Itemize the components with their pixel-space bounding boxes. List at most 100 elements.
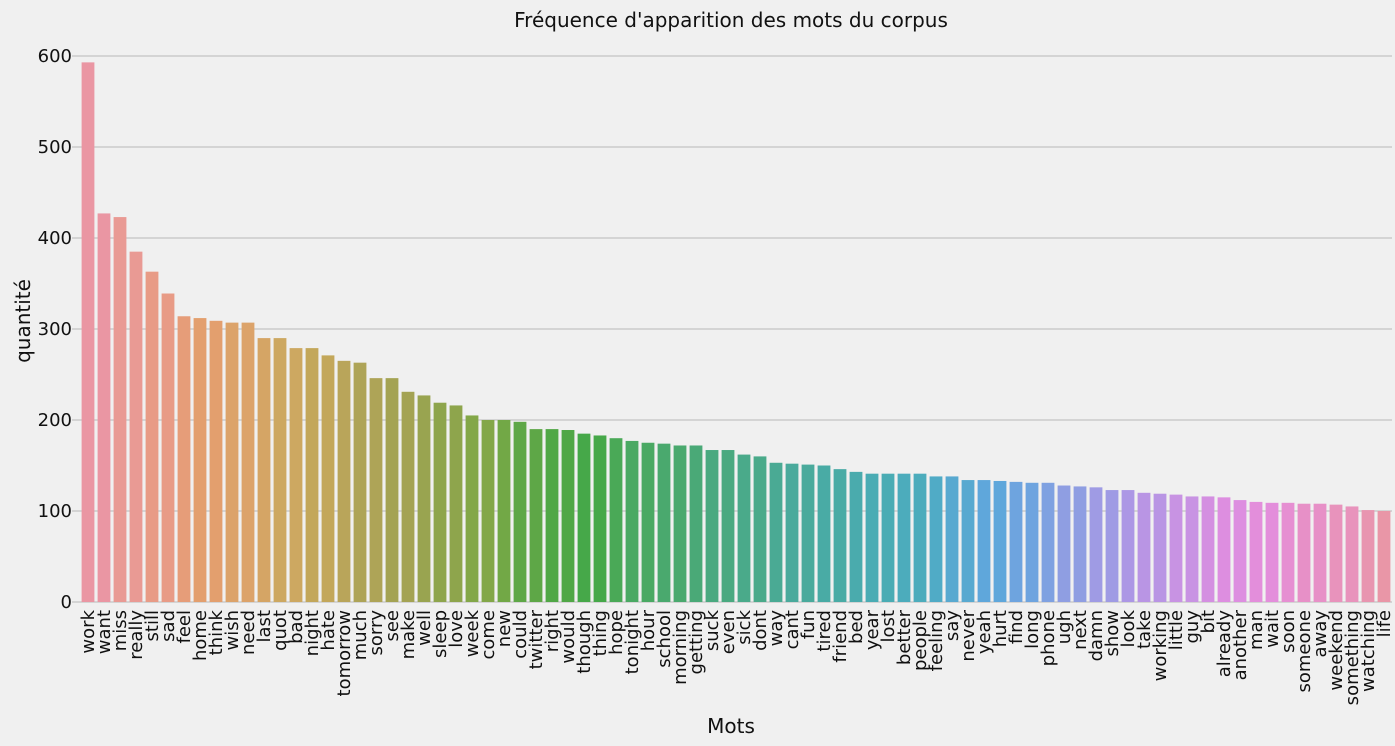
bar-wish xyxy=(225,322,239,602)
x-tick-label: little xyxy=(1166,610,1187,650)
x-tick-label: would xyxy=(558,610,579,664)
x-tick-label: ugh xyxy=(1054,610,1075,644)
bar-little xyxy=(1169,494,1183,602)
x-tick-label: bed xyxy=(846,610,867,644)
x-tick-label: next xyxy=(1070,610,1091,650)
x-tick-label: dont xyxy=(750,610,771,651)
x-tick-label: need xyxy=(238,610,259,655)
bar-watching xyxy=(1361,510,1375,602)
x-tick-label: hurt xyxy=(990,610,1011,647)
bar-people xyxy=(913,473,927,602)
x-tick-label: year xyxy=(862,609,883,650)
x-tick-label: see xyxy=(382,610,403,642)
x-tick-label: long xyxy=(1022,610,1043,649)
bar-really xyxy=(129,251,143,602)
y-tick-labels: 0 100 200 300 400 500 600 xyxy=(38,46,72,613)
x-tick-label: come xyxy=(478,610,499,660)
bar-long xyxy=(1025,482,1039,602)
bar-feeling xyxy=(929,476,943,602)
x-tick-label: even xyxy=(718,610,739,654)
bar-twitter xyxy=(529,429,543,602)
bar-sad xyxy=(161,293,175,602)
bars xyxy=(81,62,1391,603)
bar-bed xyxy=(849,471,863,602)
x-tick-label: wait xyxy=(1262,610,1283,648)
x-tick-label: love xyxy=(446,610,467,648)
bar-yeah xyxy=(977,480,991,602)
bar-see xyxy=(385,378,399,602)
x-tick-label: think xyxy=(206,609,227,655)
x-tick-labels: workwantmissreallystillsadfeelhomethinkw… xyxy=(78,609,1395,705)
bar-already xyxy=(1217,497,1231,602)
x-tick-label: though xyxy=(574,610,595,674)
y-tick-label: 200 xyxy=(38,410,72,431)
bar-show xyxy=(1105,490,1119,602)
x-tick-label: quot xyxy=(270,610,291,651)
bar-work xyxy=(81,62,95,603)
bar-way xyxy=(769,462,783,602)
x-tick-label: school xyxy=(654,610,675,668)
bar-thing xyxy=(593,435,607,602)
bar-tonight xyxy=(625,440,639,602)
bar-tomorrow xyxy=(337,360,351,602)
bar-someone xyxy=(1297,503,1311,602)
bar-sorry xyxy=(369,378,383,602)
x-tick-label: new xyxy=(494,610,515,647)
x-tick-label: sleep xyxy=(430,610,451,658)
bar-suck xyxy=(705,450,719,602)
x-tick-label: already xyxy=(1214,610,1235,678)
y-tick-label: 0 xyxy=(61,592,72,613)
x-tick-label: twitter xyxy=(526,609,547,669)
bar-tired xyxy=(817,465,831,602)
x-tick-label: could xyxy=(510,610,531,659)
bar-would xyxy=(561,430,575,602)
bar-something xyxy=(1345,506,1359,602)
bar-right xyxy=(545,429,559,602)
bar-last xyxy=(257,338,271,602)
bar-well xyxy=(417,395,431,602)
bar-think xyxy=(209,320,223,602)
x-tick-label: show xyxy=(1102,610,1123,657)
bar-come xyxy=(481,420,495,602)
x-tick-label: never xyxy=(958,609,979,661)
x-tick-label: someone xyxy=(1294,610,1315,693)
x-tick-label: sorry xyxy=(366,610,387,656)
bar-take xyxy=(1137,492,1151,602)
y-tick-label: 500 xyxy=(38,137,72,158)
x-tick-label: tomorrow xyxy=(334,610,355,696)
x-tick-label: man xyxy=(1246,610,1267,650)
bar-hour xyxy=(641,442,655,602)
x-tick-label: damn xyxy=(1086,610,1107,661)
x-tick-label: still xyxy=(142,610,163,641)
x-tick-label: home xyxy=(190,610,211,661)
x-tick-label: another xyxy=(1230,609,1251,680)
x-tick-label: away xyxy=(1310,610,1331,658)
x-tick-label: want xyxy=(94,610,115,654)
bar-man xyxy=(1249,501,1263,602)
bar-even xyxy=(721,450,735,602)
y-tick-label: 300 xyxy=(38,319,72,340)
bar-home xyxy=(193,318,207,602)
x-tick-label: night xyxy=(302,610,323,656)
x-tick-label: guy xyxy=(1182,610,1203,644)
x-tick-label: make xyxy=(398,610,419,659)
bar-say xyxy=(945,476,959,602)
bar-next xyxy=(1073,486,1087,602)
x-tick-label: take xyxy=(1134,610,1155,649)
bar-damn xyxy=(1089,487,1103,602)
x-axis-label: Mots xyxy=(707,714,755,738)
y-tick-label: 600 xyxy=(38,46,72,67)
x-tick-label: say xyxy=(942,610,963,641)
y-tick-label: 400 xyxy=(38,228,72,249)
x-tick-label: friend xyxy=(830,610,851,663)
x-tick-label: working xyxy=(1150,610,1171,681)
bar-love xyxy=(449,405,463,602)
bar-better xyxy=(897,473,911,602)
x-tick-label: much xyxy=(350,610,371,660)
bar-want xyxy=(97,213,111,602)
bar-bad xyxy=(289,348,303,602)
bar-though xyxy=(577,433,591,602)
x-tick-label: hour xyxy=(638,609,659,651)
x-tick-label: bit xyxy=(1198,610,1219,633)
y-tick-label: 100 xyxy=(38,501,72,522)
